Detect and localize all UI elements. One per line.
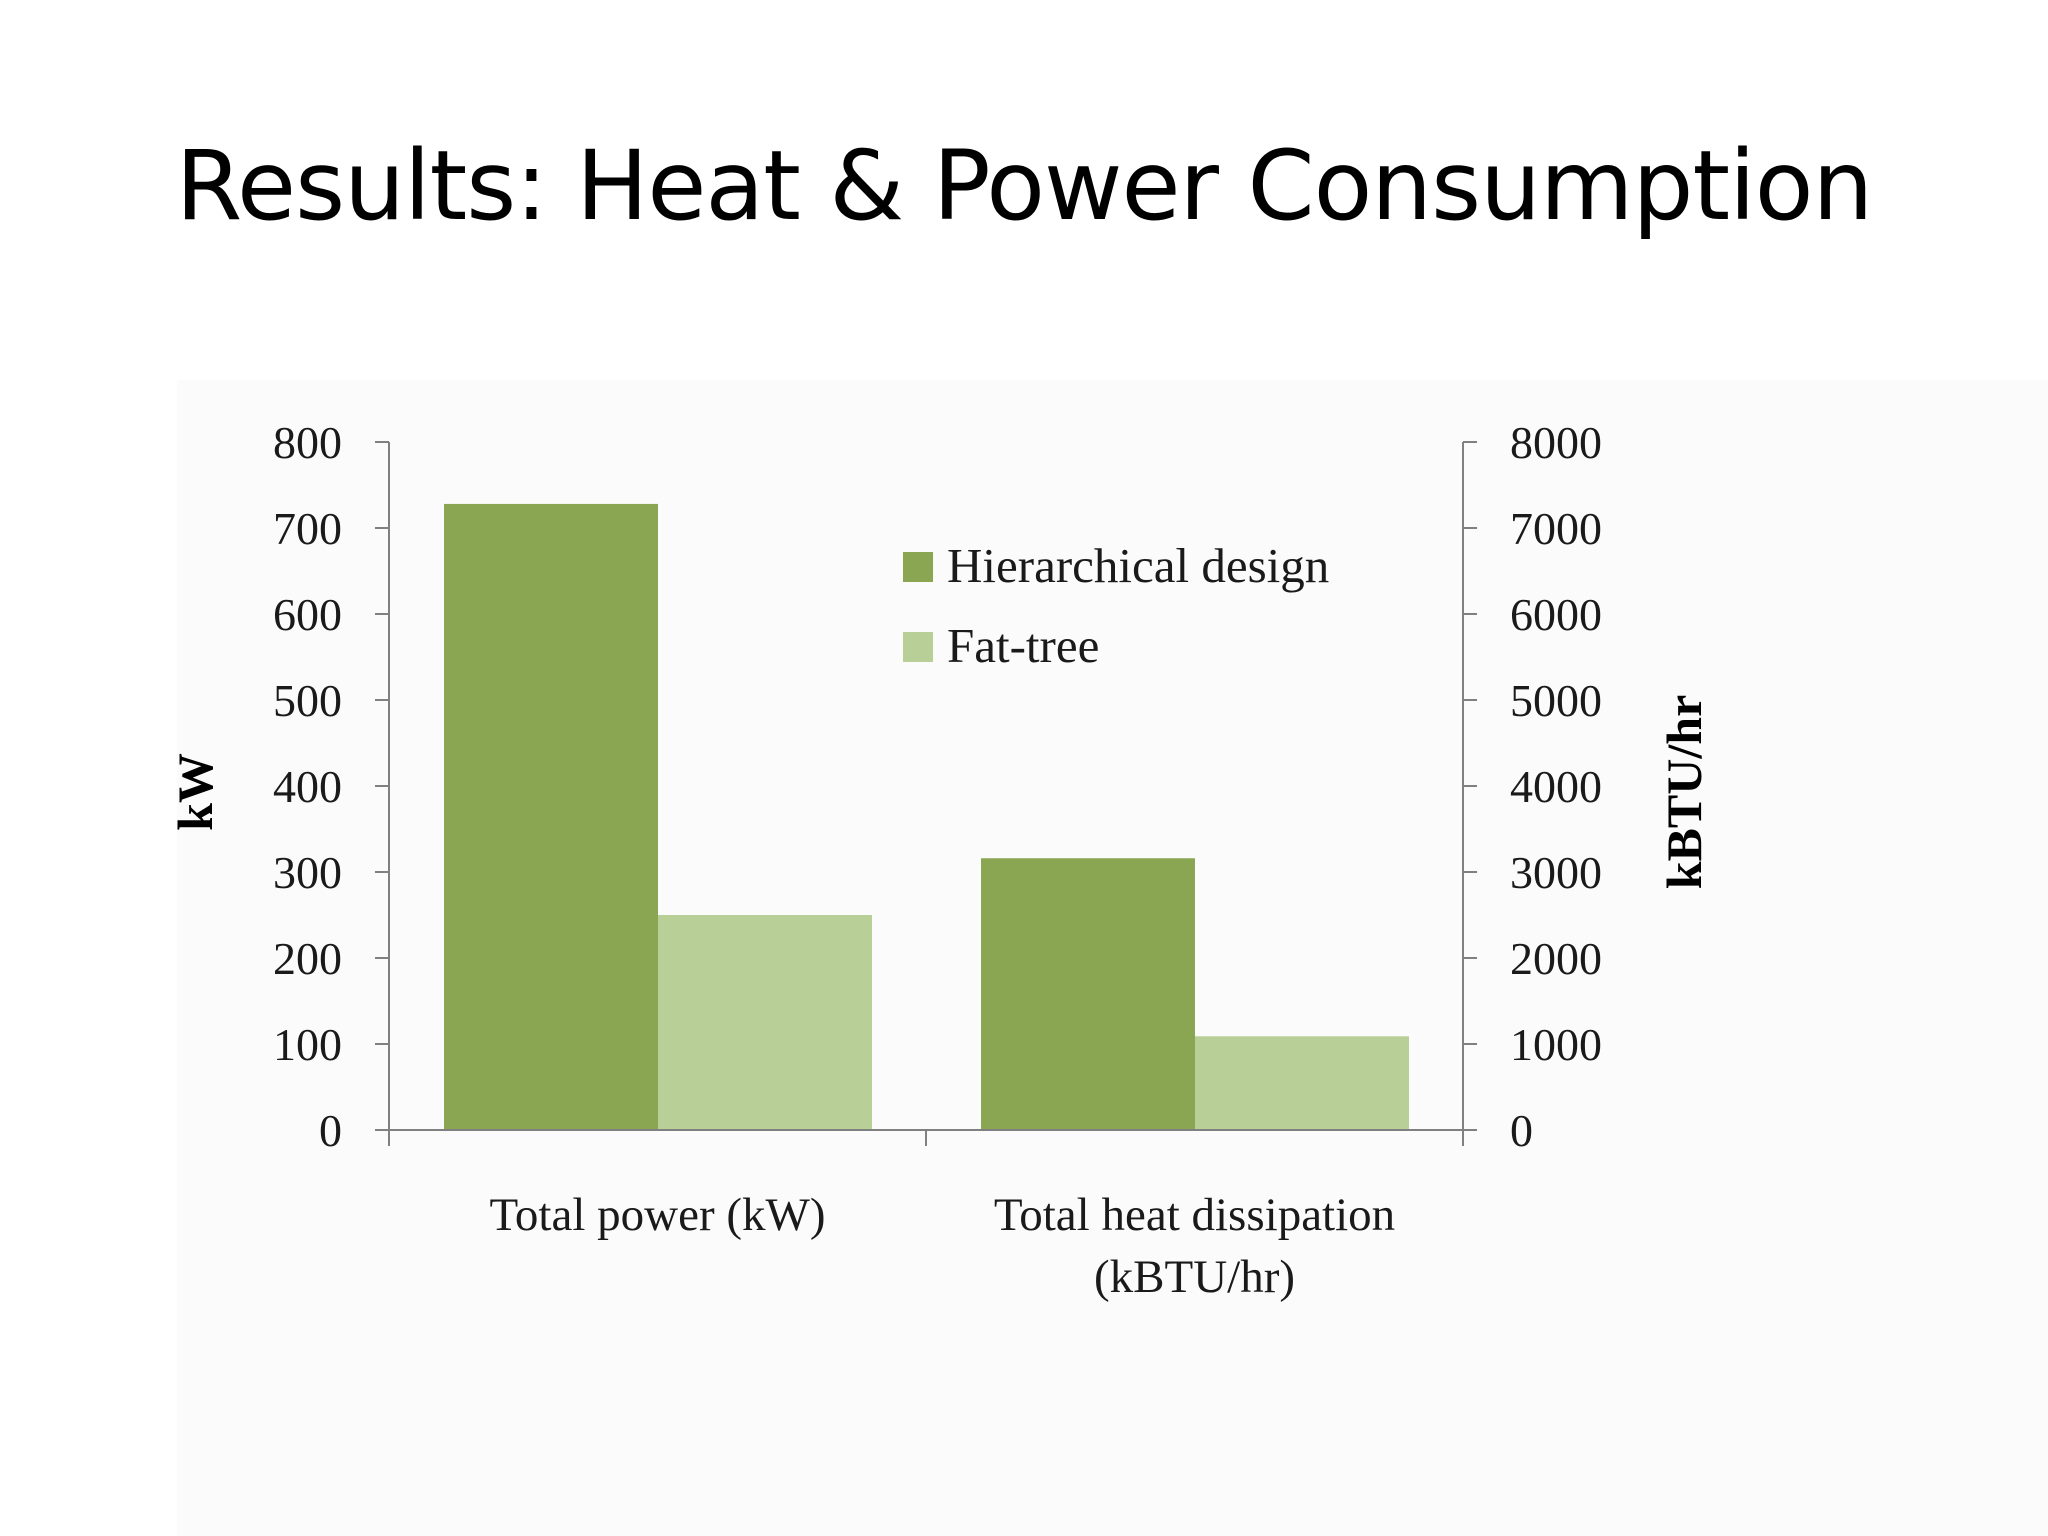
right-tick-label: 4000 bbox=[1510, 761, 1602, 812]
left-tick-label: 600 bbox=[273, 589, 342, 640]
right-tick-label: 6000 bbox=[1510, 589, 1602, 640]
right-tick-label: 1000 bbox=[1510, 1019, 1602, 1070]
left-tick-label: 0 bbox=[319, 1105, 342, 1156]
legend-swatch bbox=[903, 632, 933, 662]
legend-label: Fat-tree bbox=[947, 618, 1099, 673]
right-axis-ticks: 0 1000 2000 3000 4000 5000 6000 7000 8000 bbox=[1463, 417, 1602, 1156]
bar-chart: 0 100 200 300 400 500 600 700 800 0 1000 2000 3000 4… bbox=[177, 417, 1712, 1303]
right-axis-title: kBTU/hr bbox=[1656, 695, 1712, 890]
left-tick-label: 400 bbox=[273, 761, 342, 812]
left-tick-label: 300 bbox=[273, 847, 342, 898]
category-label: (kBTU/hr) bbox=[1094, 1251, 1295, 1303]
left-tick-label: 800 bbox=[273, 417, 342, 468]
left-tick-label: 700 bbox=[273, 503, 342, 554]
left-tick-label: 500 bbox=[273, 675, 342, 726]
bars-group bbox=[444, 503, 1409, 1130]
right-tick-label: 2000 bbox=[1510, 933, 1602, 984]
left-axis-title: kW bbox=[177, 753, 223, 831]
right-tick-label: 5000 bbox=[1510, 675, 1602, 726]
left-tick-label: 100 bbox=[273, 1019, 342, 1070]
right-tick-label: 7000 bbox=[1510, 503, 1602, 554]
chart-panel: 0 100 200 300 400 500 600 700 800 0 1000 2000 3000 4… bbox=[177, 380, 2048, 1536]
right-tick-label: 0 bbox=[1510, 1105, 1533, 1156]
category-label: Total power (kW) bbox=[489, 1189, 825, 1241]
category-label: Total heat dissipation bbox=[994, 1189, 1395, 1241]
category-labels: Total power (kW) Total heat dissipation (k… bbox=[489, 1189, 1395, 1303]
left-tick-label: 200 bbox=[273, 933, 342, 984]
bar-fat-tree-1 bbox=[658, 915, 872, 1130]
bar-hierarchical-2 bbox=[981, 858, 1195, 1130]
legend-label: Hierarchical design bbox=[947, 538, 1329, 593]
legend: Hierarchical design Fat-tree bbox=[903, 538, 1329, 673]
right-tick-label: 8000 bbox=[1510, 417, 1602, 468]
legend-swatch bbox=[903, 552, 933, 582]
left-axis-ticks: 0 100 200 300 400 500 600 700 800 bbox=[273, 417, 389, 1156]
slide-title: Results: Heat & Power Consumption bbox=[175, 130, 1874, 242]
bar-fat-tree-2 bbox=[1195, 1036, 1409, 1130]
bar-hierarchical-1 bbox=[444, 503, 658, 1130]
right-tick-label: 3000 bbox=[1510, 847, 1602, 898]
